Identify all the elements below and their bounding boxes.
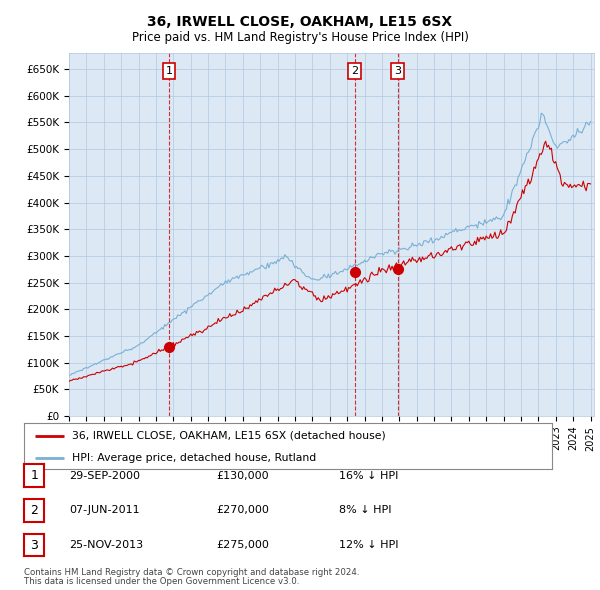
Text: £275,000: £275,000 <box>216 540 269 550</box>
Text: 2: 2 <box>30 504 38 517</box>
Text: HPI: Average price, detached house, Rutland: HPI: Average price, detached house, Rutl… <box>71 453 316 463</box>
Text: 12% ↓ HPI: 12% ↓ HPI <box>339 540 398 550</box>
Text: 1: 1 <box>166 66 172 76</box>
Text: Price paid vs. HM Land Registry's House Price Index (HPI): Price paid vs. HM Land Registry's House … <box>131 31 469 44</box>
Text: 36, IRWELL CLOSE, OAKHAM, LE15 6SX: 36, IRWELL CLOSE, OAKHAM, LE15 6SX <box>148 15 452 29</box>
Text: 16% ↓ HPI: 16% ↓ HPI <box>339 471 398 480</box>
Text: £270,000: £270,000 <box>216 506 269 515</box>
Text: 1: 1 <box>30 469 38 482</box>
Text: 2: 2 <box>351 66 358 76</box>
Text: 25-NOV-2013: 25-NOV-2013 <box>69 540 143 550</box>
Text: 36, IRWELL CLOSE, OAKHAM, LE15 6SX (detached house): 36, IRWELL CLOSE, OAKHAM, LE15 6SX (deta… <box>71 431 385 441</box>
Text: 29-SEP-2000: 29-SEP-2000 <box>69 471 140 480</box>
Text: 8% ↓ HPI: 8% ↓ HPI <box>339 506 391 515</box>
Text: Contains HM Land Registry data © Crown copyright and database right 2024.: Contains HM Land Registry data © Crown c… <box>24 568 359 577</box>
Text: 3: 3 <box>30 539 38 552</box>
Text: 07-JUN-2011: 07-JUN-2011 <box>69 506 140 515</box>
Text: 3: 3 <box>394 66 401 76</box>
Text: This data is licensed under the Open Government Licence v3.0.: This data is licensed under the Open Gov… <box>24 578 299 586</box>
Text: £130,000: £130,000 <box>216 471 269 480</box>
